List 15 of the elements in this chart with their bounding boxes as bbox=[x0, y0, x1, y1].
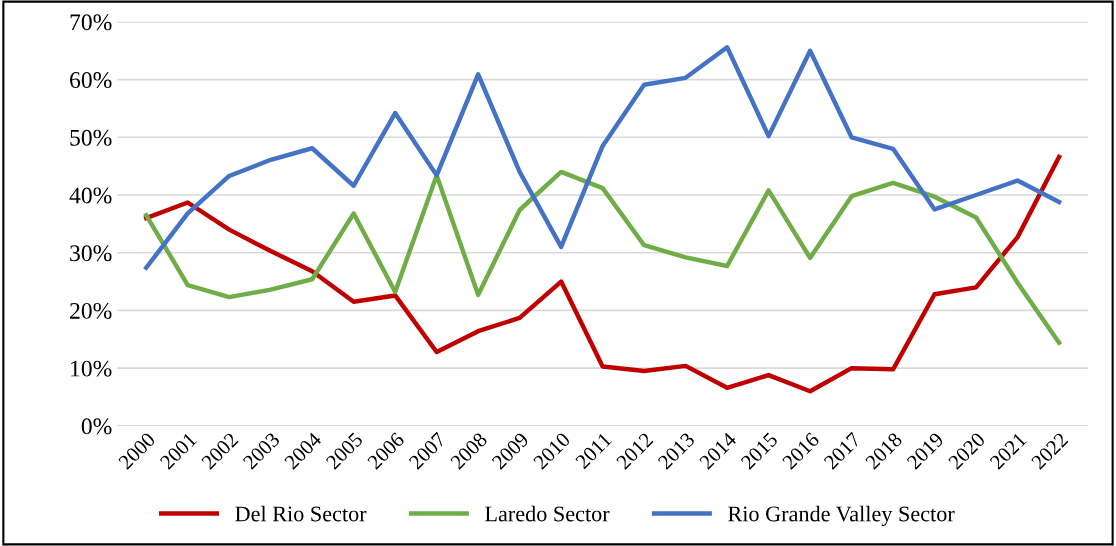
y-tick-label: 10% bbox=[71, 360, 112, 377]
y-tick-label: 40% bbox=[69, 187, 112, 204]
x-tick-label: 2011 bbox=[574, 432, 613, 470]
legend-label: Del Rio Sector bbox=[235, 505, 367, 522]
y-tick-label: 0% bbox=[81, 418, 112, 435]
y-tick-label: 30% bbox=[70, 245, 112, 262]
y-tick-label: 50% bbox=[70, 129, 112, 146]
line-series bbox=[144, 45, 1062, 270]
line-series bbox=[144, 154, 1062, 394]
y-tick-label: 60% bbox=[70, 72, 112, 89]
legend-label: Laredo Sector bbox=[485, 505, 610, 522]
y-tick-label: 20% bbox=[70, 302, 112, 319]
legend-label: Rio Grande Valley Sector bbox=[728, 505, 955, 526]
y-tick-label: 70% bbox=[70, 14, 112, 31]
line-series bbox=[144, 169, 1062, 345]
